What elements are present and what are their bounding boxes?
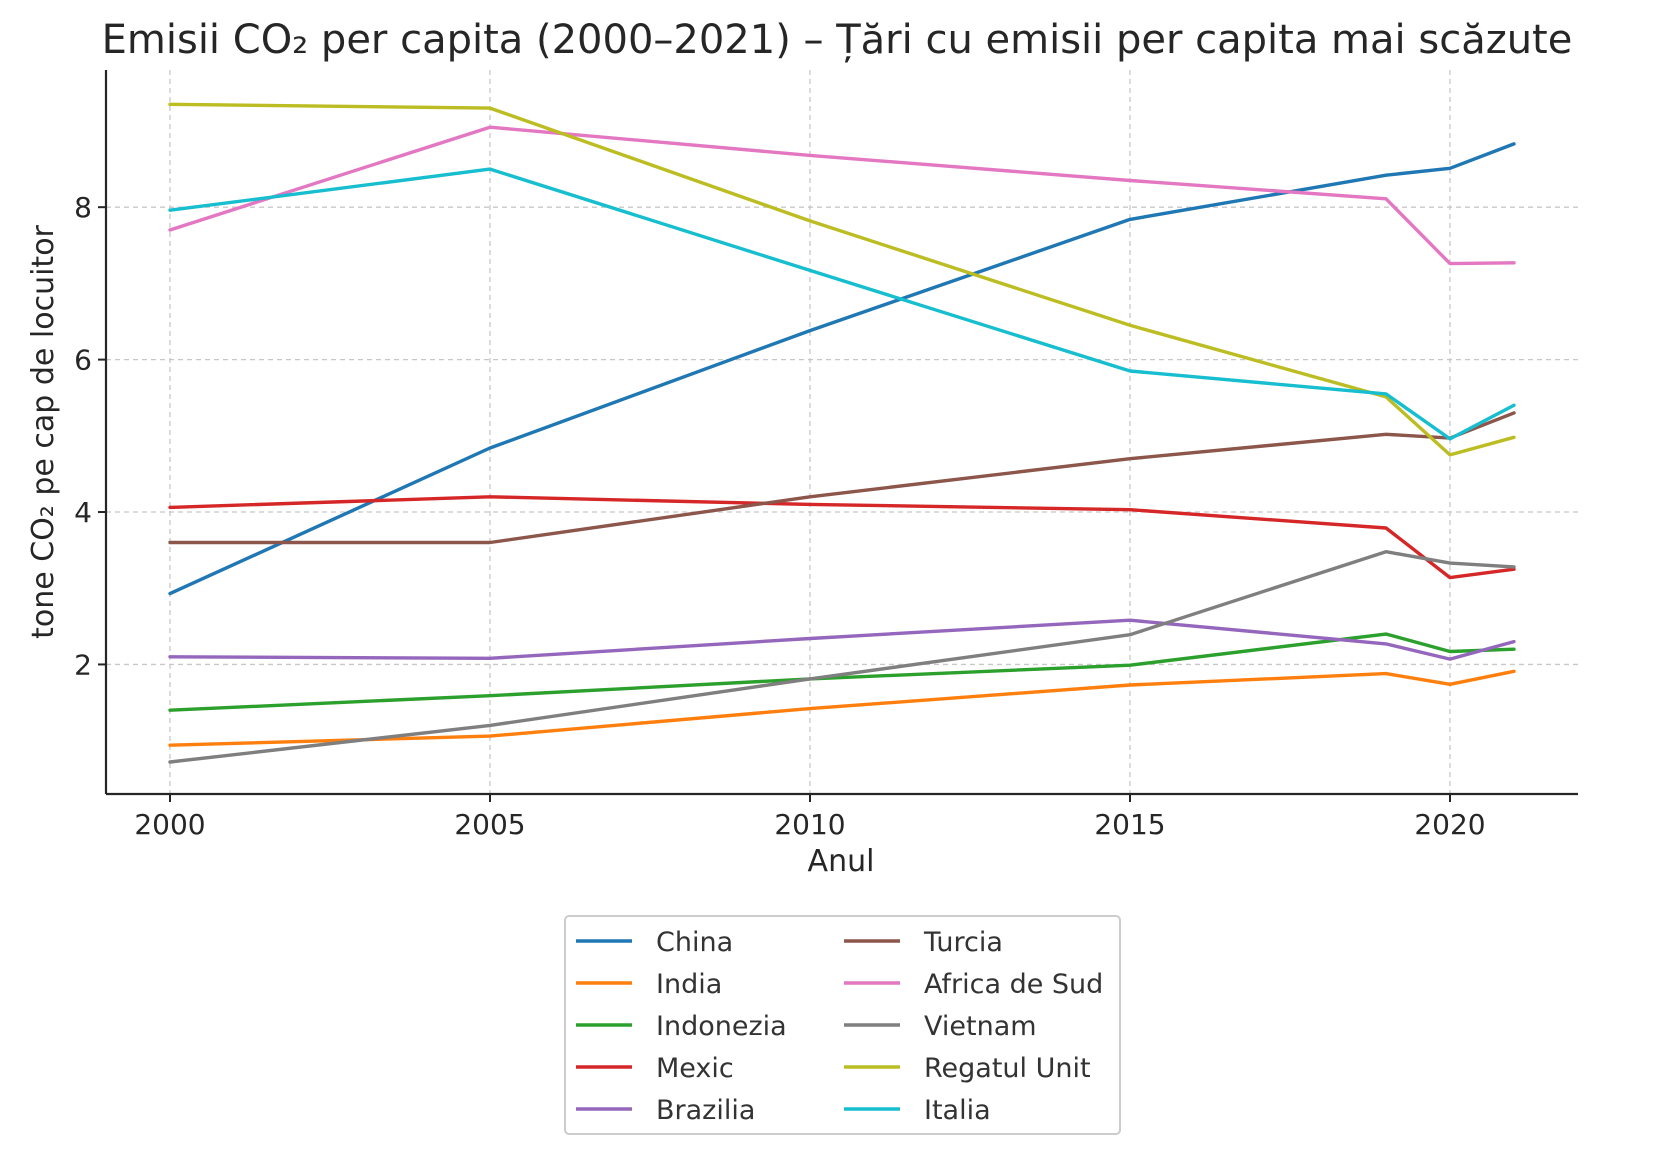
axes: 2000 2005 2010 2015 2020 2 4 6 8 bbox=[74, 70, 1578, 841]
legend-box bbox=[564, 915, 1121, 1135]
chart-title: Emisii CO₂ per capita (2000–2021) – Țări… bbox=[102, 17, 1573, 63]
x-tick-label: 2000 bbox=[134, 808, 205, 841]
y-tick-label: 4 bbox=[74, 496, 92, 529]
x-tick-label: 2020 bbox=[1414, 808, 1485, 841]
legend-label: Turcia bbox=[923, 927, 1003, 958]
x-tick-label: 2015 bbox=[1094, 808, 1165, 841]
legend-label: Africa de Sud bbox=[924, 969, 1103, 1000]
series-line-vietnam bbox=[168, 550, 1516, 764]
legend-label: Regatul Unit bbox=[924, 1053, 1091, 1084]
x-tick-label: 2010 bbox=[774, 808, 845, 841]
x-tick-label: 2005 bbox=[454, 808, 525, 841]
series-line-brazilia bbox=[168, 618, 1516, 661]
series-line-mexic bbox=[168, 495, 1516, 580]
legend-label: Brazilia bbox=[656, 1095, 755, 1126]
series-line-italia bbox=[168, 167, 1516, 441]
y-axis-label: tone CO₂ pe cap de locuitor bbox=[26, 224, 61, 638]
y-tick-label: 8 bbox=[74, 191, 92, 224]
series-line-indonezia bbox=[168, 632, 1516, 712]
legend-label: India bbox=[656, 969, 722, 1000]
legend-label: Mexic bbox=[656, 1053, 734, 1084]
x-axis-label: Anul bbox=[808, 844, 875, 879]
y-tick-label: 6 bbox=[74, 344, 92, 377]
legend-label: Italia bbox=[924, 1095, 991, 1126]
y-tick-label: 2 bbox=[74, 648, 92, 681]
series-line-india bbox=[168, 669, 1516, 747]
legend: China India Indonezia Mexic Brazilia Turcia Af… bbox=[564, 915, 1121, 1135]
series-lines bbox=[168, 102, 1516, 764]
legend-label: China bbox=[656, 927, 733, 958]
series-line-regatul-unit bbox=[168, 102, 1516, 457]
legend-label: Indonezia bbox=[656, 1011, 787, 1042]
legend-label: Vietnam bbox=[924, 1011, 1037, 1042]
series-line-africa-de-sud bbox=[168, 125, 1516, 266]
series-line-china bbox=[168, 142, 1516, 596]
